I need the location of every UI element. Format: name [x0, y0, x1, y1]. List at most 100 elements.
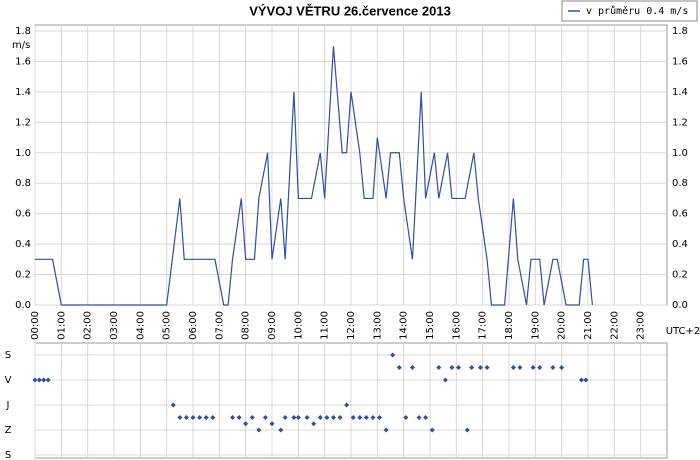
- data-point: [429, 427, 435, 433]
- data-point: [350, 415, 356, 420]
- data-point: [317, 415, 323, 420]
- data-point: [357, 415, 363, 420]
- y2-tick-label: 0.2: [672, 270, 688, 281]
- data-point: [236, 415, 242, 420]
- x-tick-label: 21:00: [583, 311, 594, 340]
- x-tick-label: 17:00: [478, 311, 489, 340]
- data-point: [403, 415, 409, 420]
- y2-tick-label: 1.8: [672, 26, 688, 37]
- data-point: [41, 377, 47, 383]
- y-tick-label: J: [6, 400, 10, 411]
- x-tick-label: 23:00: [636, 311, 647, 340]
- x-tick-label: 07:00: [214, 311, 225, 340]
- data-point: [45, 377, 51, 383]
- data-point: [484, 365, 490, 370]
- data-point: [190, 415, 196, 420]
- data-point: [36, 377, 42, 383]
- data-point: [183, 415, 189, 420]
- y2-tick-label: 1.6: [672, 56, 688, 67]
- data-point: [295, 415, 301, 420]
- y2-tick-label: 1.2: [672, 117, 688, 128]
- data-point: [337, 415, 343, 420]
- data-point: [203, 415, 209, 420]
- x-tick-label: 12:00: [346, 311, 357, 340]
- y-tick-label: Z: [5, 425, 12, 436]
- y-tick-label: S: [5, 450, 11, 460]
- data-point: [416, 415, 422, 420]
- x-tick-label: 19:00: [530, 311, 541, 340]
- y-tick-label: 0.4: [15, 239, 31, 250]
- y2-tick-label: 1.0: [672, 148, 688, 159]
- data-point: [278, 427, 284, 433]
- data-point: [291, 415, 297, 420]
- data-point: [363, 415, 369, 420]
- x-tick-label: 02:00: [83, 311, 94, 340]
- data-point: [537, 365, 543, 370]
- data-point: [377, 415, 383, 420]
- x-tick-label: 04:00: [135, 311, 146, 340]
- x-tick-label: 01:00: [56, 311, 67, 340]
- x-tick-label: 18:00: [504, 311, 515, 340]
- data-point: [409, 365, 415, 370]
- data-point: [550, 365, 556, 370]
- y2-tick-label: 0.6: [672, 209, 688, 220]
- x-tick-label: 10:00: [293, 311, 304, 340]
- data-point: [456, 365, 462, 370]
- data-point: [469, 365, 475, 370]
- data-point: [390, 352, 396, 358]
- x-tick-label: 11:00: [320, 311, 331, 340]
- data-point: [243, 421, 249, 427]
- data-line: [35, 46, 593, 306]
- y-tick-label: 0.2: [15, 270, 31, 281]
- data-point: [324, 415, 330, 420]
- y-tick-label: 1.4: [15, 87, 31, 98]
- x-tick-label: 13:00: [372, 311, 383, 340]
- x-tick-label: 03:00: [109, 311, 120, 340]
- data-point: [383, 427, 389, 433]
- y2-tick-label: 0.4: [672, 239, 688, 250]
- y-axis-label: m/s: [12, 40, 30, 51]
- chart-title: VÝVOJ VĚTRU 26.července 2013: [249, 3, 451, 18]
- data-point: [464, 427, 470, 433]
- legend-box: [561, 0, 698, 22]
- y-tick-label: 1.6: [15, 56, 31, 67]
- data-point: [449, 365, 455, 370]
- data-point: [423, 415, 429, 420]
- data-point: [396, 365, 402, 370]
- x-tick-label: 09:00: [267, 311, 278, 340]
- y-tick-label: 0.6: [15, 209, 31, 220]
- x-tick-label: 05:00: [162, 311, 173, 340]
- data-point: [517, 365, 523, 370]
- data-point: [249, 415, 255, 420]
- data-point: [177, 415, 183, 420]
- y-tick-label: 1.0: [15, 148, 31, 159]
- data-point: [477, 365, 483, 370]
- legend-label: v průměru 0.4 m/s: [586, 5, 688, 17]
- y-tick-label: S: [5, 350, 11, 361]
- data-point: [304, 415, 310, 420]
- y2-tick-label: 1.4: [672, 87, 688, 98]
- data-point: [230, 415, 235, 420]
- y-tick-label: V: [5, 375, 12, 386]
- data-point: [330, 415, 336, 420]
- data-point: [197, 415, 203, 420]
- y-tick-label: 0.0: [15, 300, 31, 311]
- data-point: [282, 415, 288, 420]
- data-point: [256, 427, 262, 433]
- data-point: [311, 421, 317, 427]
- data-point: [32, 377, 38, 383]
- x-tick-label: 15:00: [425, 311, 436, 340]
- data-point: [262, 415, 268, 420]
- x-tick-label: 08:00: [241, 311, 252, 340]
- y2-tick-label: 0.0: [672, 300, 688, 311]
- data-point: [442, 377, 448, 383]
- x-axis-label: UTC+2: [666, 326, 700, 337]
- y2-tick-label: 0.8: [672, 178, 688, 189]
- y-tick-label: 1.2: [15, 117, 31, 128]
- y-tick-label: 0.8: [15, 178, 31, 189]
- x-tick-label: 16:00: [451, 311, 462, 340]
- data-point: [559, 365, 565, 370]
- data-point: [436, 365, 442, 370]
